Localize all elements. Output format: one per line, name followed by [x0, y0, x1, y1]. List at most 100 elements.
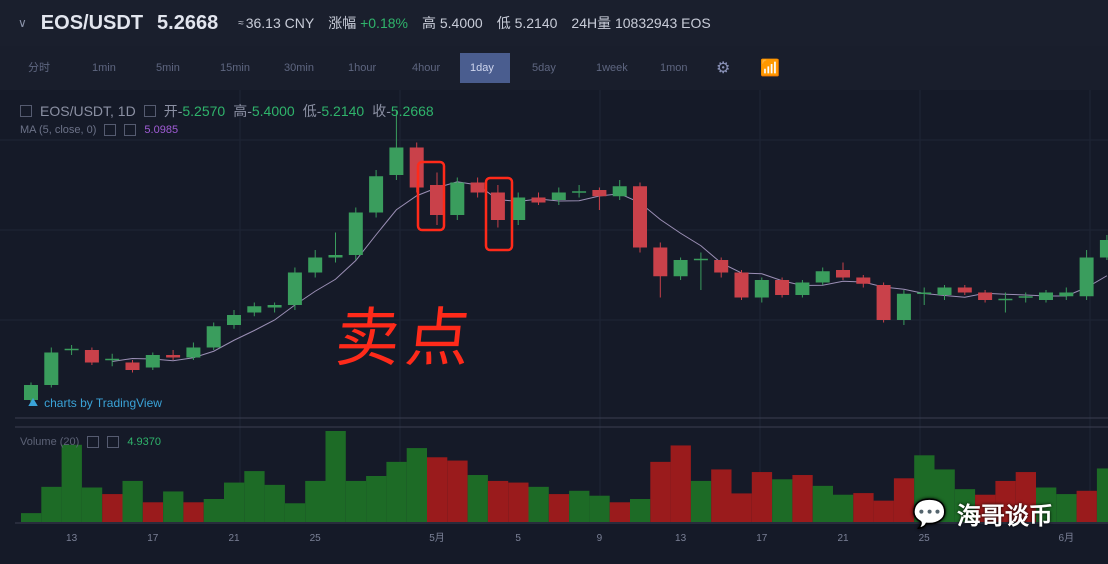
interval-tab[interactable]: 30min [284, 62, 314, 74]
volume-bar [690, 480, 712, 522]
volume-bar [751, 472, 773, 522]
candle-body [754, 280, 769, 298]
candle-body [714, 260, 729, 273]
interval-tab[interactable]: 1week [596, 62, 628, 74]
candle-body [247, 306, 262, 313]
volume-bar [1096, 468, 1108, 522]
candle-body [978, 292, 993, 300]
high-label: 高 [421, 15, 436, 31]
high-value: 5.4000 [251, 103, 295, 119]
candle-body [612, 186, 627, 197]
interval-tab[interactable]: 4hour [412, 62, 441, 74]
candle-body [998, 298, 1013, 301]
candle-body [430, 185, 444, 215]
volume-bar [447, 460, 468, 522]
volume-bar [284, 503, 306, 522]
candle-body [511, 197, 526, 220]
volume-bar [954, 489, 976, 522]
volume-bar [873, 500, 894, 522]
candle-body [450, 182, 465, 215]
ma-value: 5.0985 [144, 124, 179, 136]
candle-body [328, 255, 343, 258]
volume-bar [731, 493, 752, 522]
volume-bar [609, 502, 630, 522]
interval-tab[interactable]: 1hour [348, 62, 377, 74]
close-label: 收 [372, 103, 387, 119]
gear-icon[interactable]: ⚙ [716, 60, 731, 77]
settings-icon[interactable] [143, 105, 156, 117]
volume-bar [772, 479, 793, 522]
volume-bar [183, 502, 204, 522]
ma-legend: MA (5, close, 0) 5.0985 [20, 124, 178, 136]
volume-label: Volume (20) [20, 436, 80, 448]
candle-body [917, 292, 932, 294]
candle-body [937, 287, 952, 295]
low-label: 低 [496, 15, 511, 31]
interval-tab[interactable]: 5min [156, 62, 180, 74]
volume-bar [812, 485, 833, 522]
volume-bar [630, 499, 651, 522]
volume-legend: Volume (20) 4.9370 [20, 436, 161, 448]
candle-body [836, 270, 850, 278]
interval-tab[interactable]: 15min [220, 62, 250, 74]
low-value: 5.2140 [321, 103, 365, 119]
volume-bar [569, 490, 590, 522]
candle-body [490, 192, 505, 220]
indicators-icon[interactable]: 📶 [760, 60, 780, 77]
candle-body [1059, 292, 1074, 297]
volume-bar [853, 493, 874, 522]
open-value: 5.2570 [182, 103, 226, 119]
symbol-name[interactable]: EOS/USDT [40, 11, 144, 34]
last-price: 5.2668 [157, 11, 219, 34]
interval-tab[interactable]: 5day [532, 62, 556, 74]
candle-body [551, 192, 566, 200]
candle-body [166, 355, 181, 358]
volume-bar [528, 486, 549, 522]
volume-bar [650, 461, 671, 522]
candle-body [775, 280, 790, 295]
volume-bar [21, 513, 42, 522]
settings-icon[interactable] [87, 436, 100, 448]
interval-tab[interactable]: 分时 [28, 62, 50, 74]
interval-tab[interactable]: 1mon [660, 62, 688, 74]
volume-bar [386, 461, 407, 522]
candle-body [105, 358, 120, 361]
close-icon[interactable] [107, 436, 120, 448]
volume-value: 4.9370 [127, 436, 161, 448]
change-value: +0.18% [360, 15, 408, 31]
candle-body [876, 285, 891, 320]
candle-body [64, 348, 79, 351]
volume-bar [467, 475, 488, 522]
ticker-header: ∨ EOS/USDT 5.2668 ≈36.13 CNY 涨幅 +0.18% 高… [0, 0, 1108, 46]
x-tick-label: 5 [515, 533, 521, 544]
volume-bar [1015, 472, 1036, 522]
candle-body [369, 176, 384, 213]
volume-bar [61, 444, 82, 522]
tradingview-branding[interactable]: ⛰ charts by TradingView [28, 395, 162, 410]
x-tick-label: 17 [756, 533, 768, 544]
settings-icon[interactable] [104, 124, 117, 136]
collapse-icon[interactable] [20, 105, 32, 117]
candle-body [592, 190, 607, 197]
candle-body [531, 197, 546, 203]
interval-tab-active[interactable]: 1day [460, 53, 510, 83]
volume-bar [345, 480, 367, 522]
volume-label: 24H量 [571, 15, 612, 31]
wechat-icon: 💬 [912, 498, 947, 529]
x-tick-label: 21 [228, 533, 240, 544]
interval-toolbar: 分时 1min 5min 15min 30min 1hour 4hour 1da… [0, 46, 1108, 90]
cny-price: 36.13 CNY [245, 15, 315, 31]
volume-bar [833, 494, 854, 522]
legend-title: EOS/USDT, 1D [40, 103, 136, 119]
interval-tab[interactable]: 1min [92, 62, 116, 74]
ma-line [112, 181, 1108, 362]
candlestick-chart[interactable]: 13 17 21 25 5月 5 9 13 17 21 25 6月 卖点 [0, 90, 1108, 564]
close-icon[interactable] [124, 124, 137, 136]
volume-bar [163, 491, 184, 522]
candle-body [896, 293, 911, 320]
watermark: 💬 海哥谈币 [912, 496, 1053, 531]
volume-bar [995, 480, 1016, 522]
chevron-down-icon[interactable]: ∨ [18, 16, 27, 30]
candle-body [348, 212, 363, 255]
volume-bar [1036, 487, 1057, 522]
